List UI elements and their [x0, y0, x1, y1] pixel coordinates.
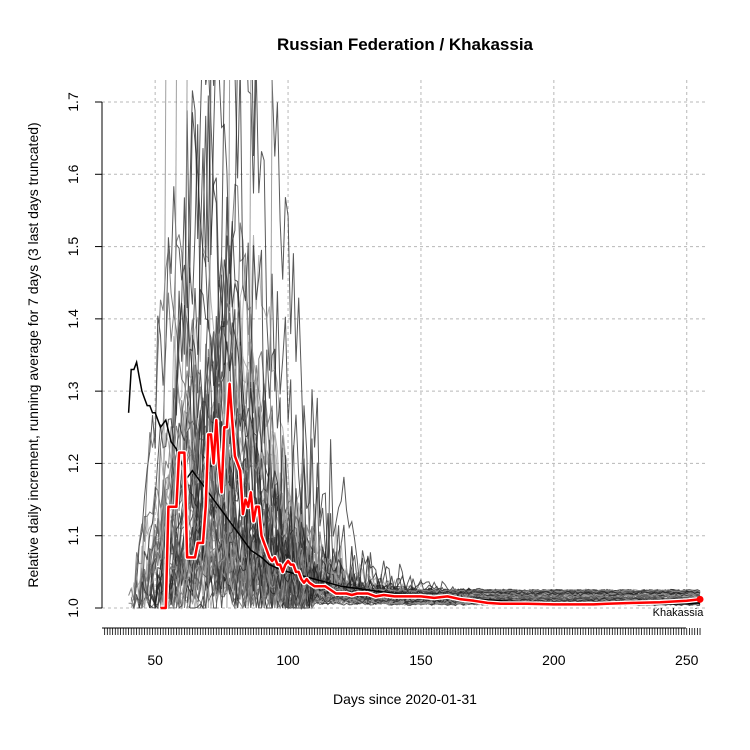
axes: 1.0 1.1 1.2 1.3 1.4 1.5 1.6 1.7 50 100 150 200 250 [65, 92, 701, 668]
x-tick-label: 150 [409, 652, 433, 668]
regional-spike-line [162, 80, 167, 609]
highlight-series-line [160, 382, 701, 610]
regional-series-line [160, 537, 701, 609]
country-series-group [127, 359, 701, 606]
x-tick-label: 100 [276, 652, 300, 668]
y-tick-label: 1.6 [65, 164, 81, 184]
chart-title: Russian Federation / Khakassia [277, 35, 534, 54]
y-axis-label: Relative daily increment, running averag… [25, 122, 41, 587]
x-tick-label: 200 [542, 652, 566, 668]
highlight-series-group [160, 381, 701, 610]
y-tick-label: 1.3 [65, 381, 81, 401]
y-tick-label: 1.5 [65, 237, 81, 257]
highlight-end-label: Khakassia [653, 607, 705, 619]
y-tick-label: 1.1 [65, 526, 81, 546]
x-tick-label: 250 [675, 652, 699, 668]
regional-spike-line [226, 80, 231, 609]
y-tick-label: 1.4 [65, 309, 81, 329]
regional-spike-line [173, 80, 177, 609]
x-axis-label: Days since 2020-01-31 [333, 691, 477, 707]
y-tick-label: 1.0 [65, 598, 81, 618]
highlight-end-point [696, 595, 704, 603]
regional-spike-line [268, 80, 273, 609]
x-tick-label: 50 [147, 652, 163, 668]
regional-spike-line [207, 80, 212, 609]
regional-series-group [128, 80, 701, 610]
regional-series-line [189, 550, 701, 610]
country-series-line [127, 359, 701, 606]
regional-spike-line [247, 80, 252, 609]
y-tick-label: 1.7 [65, 92, 81, 112]
y-tick-label: 1.2 [65, 453, 81, 473]
